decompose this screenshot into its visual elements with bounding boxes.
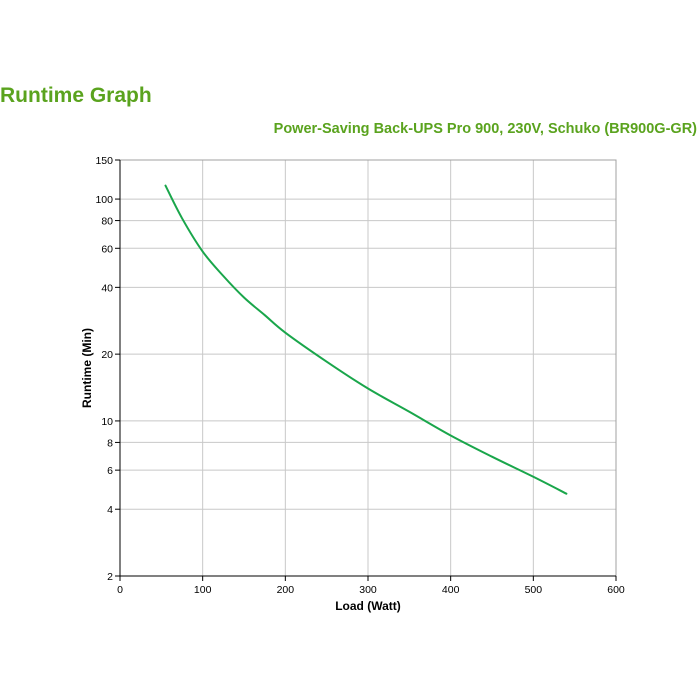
y-tick-label: 80: [101, 216, 113, 228]
x-tick-label: 300: [359, 584, 377, 596]
x-tick-label: 100: [194, 584, 212, 596]
y-tick-label: 6: [107, 465, 113, 477]
y-tick-label: 150: [95, 155, 113, 167]
y-tick-label: 2: [107, 571, 113, 583]
y-tick-label: 40: [101, 282, 113, 294]
y-tick-label: 20: [101, 349, 113, 361]
page-title: Runtime Graph: [0, 84, 152, 107]
y-tick-label: 100: [95, 194, 113, 206]
chart-title: Power-Saving Back-UPS Pro 900, 230V, Sch…: [273, 121, 697, 137]
y-tick-label: 8: [107, 437, 113, 449]
x-tick-label: 0: [117, 584, 123, 596]
series-layer: [164, 184, 568, 495]
axes: [115, 159, 617, 581]
x-tick-label: 200: [277, 584, 295, 596]
x-tick-label: 500: [525, 584, 543, 596]
y-tick-label: 10: [101, 416, 113, 428]
y-tick-label: 4: [107, 504, 113, 516]
x-tick-label: 600: [607, 584, 625, 596]
tick-labels: 0 100 200 300 400 500 600 2 4 6 8 10 20 40 60 80 100 150: [95, 155, 624, 596]
x-axis-title: Load (Watt): [335, 599, 401, 613]
grid-lines: [120, 160, 616, 576]
y-axis-title: Runtime (Min): [80, 328, 94, 408]
y-tick-label: 60: [101, 243, 113, 255]
x-tick-label: 400: [442, 584, 460, 596]
runtime-series-line: [164, 184, 568, 495]
